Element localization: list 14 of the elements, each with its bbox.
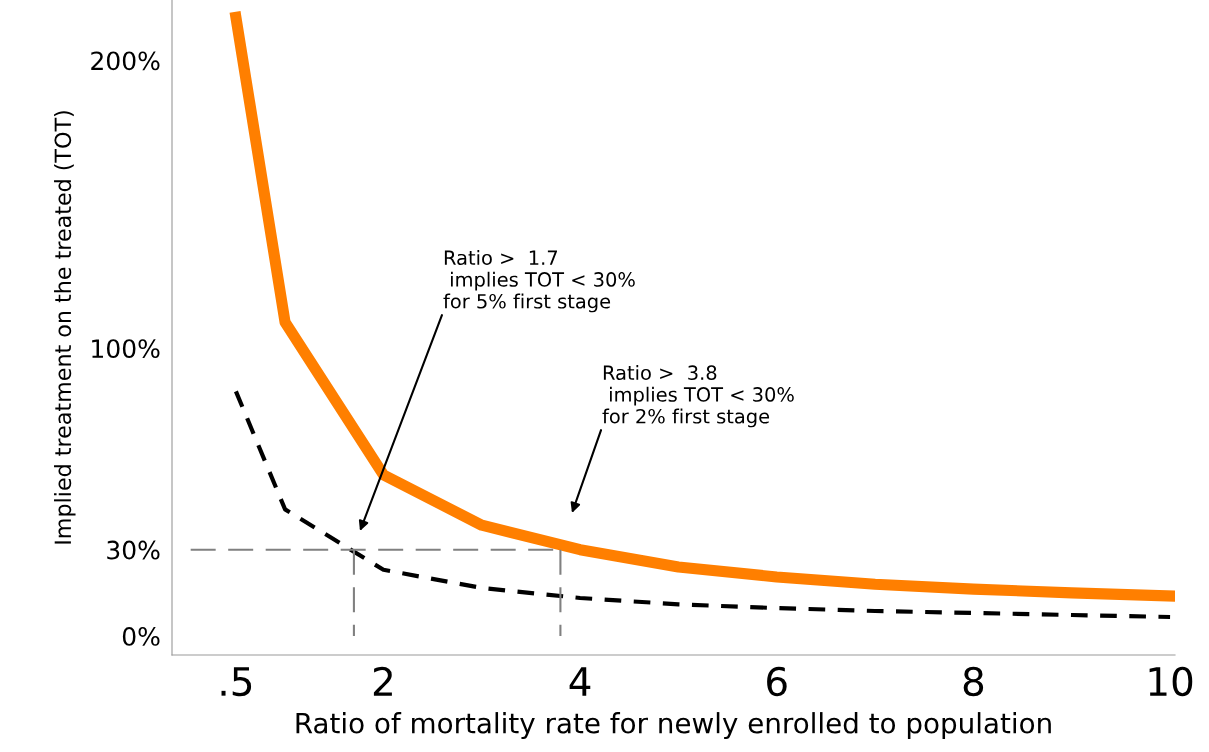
y-tick-label: 30% — [107, 540, 160, 560]
x-axis-title: Ratio of mortality rate for newly enrolled to population — [296, 712, 1051, 739]
y-axis-title: Implied treatment on the treated (TOT) — [54, 111, 76, 544]
x-tick-label: 10 — [1149, 666, 1193, 697]
y-tick-label: 0% — [122, 626, 160, 646]
annotation: Ratio > 1.7 implies TOT < 30% for 5% first stage — [443, 250, 635, 313]
x-tick-label: 8 — [963, 666, 984, 697]
y-tick-label: 200% — [91, 51, 160, 71]
x-tick-label: 2 — [373, 666, 392, 696]
annotation: Ratio > 3.8 implies TOT < 30% for 2% first stage — [602, 365, 794, 428]
x-tick-label: 6 — [767, 666, 787, 697]
x-tick-label: .5 — [221, 667, 252, 697]
x-tick-label: 4 — [569, 667, 591, 696]
y-tick-label: 100% — [92, 339, 160, 359]
